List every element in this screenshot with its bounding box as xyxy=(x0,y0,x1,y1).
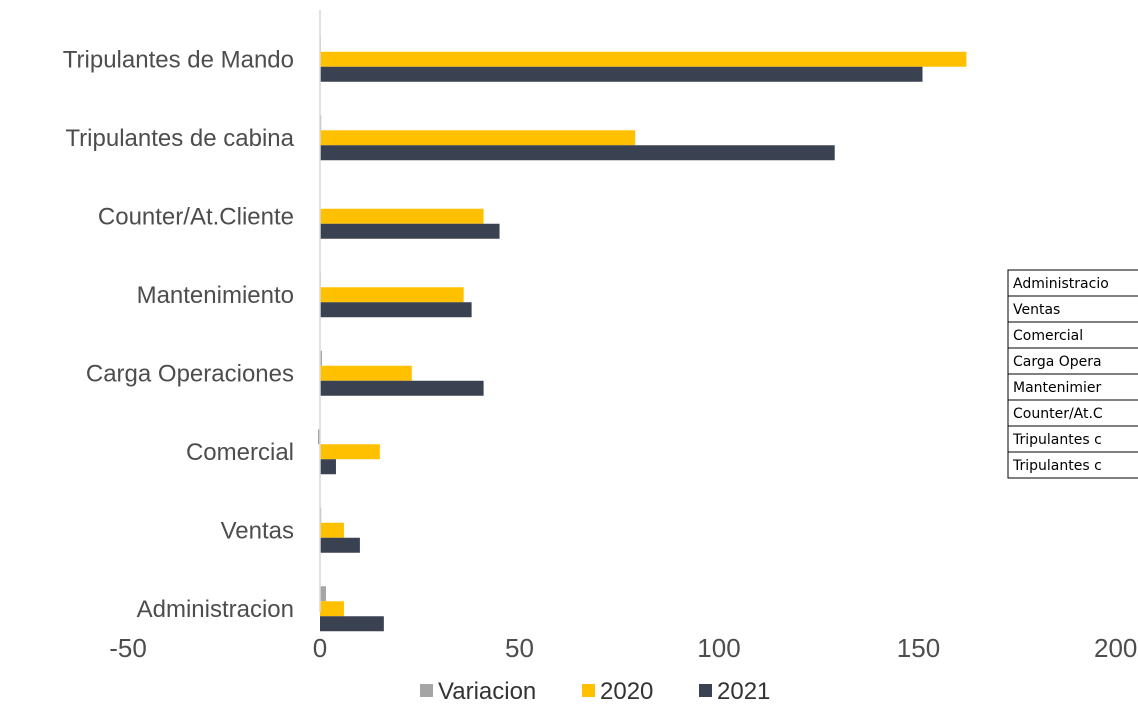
bar-2021-counter-at-cliente xyxy=(320,223,500,239)
legend-label-2020: 2020 xyxy=(600,678,653,705)
x-tick-label: 200 xyxy=(1094,633,1137,663)
overlay-table-cell-text: Tripulantes c xyxy=(1012,432,1102,448)
bar-2021-carga-operaciones xyxy=(320,380,484,396)
overlay-table-cell-text: Ventas xyxy=(1013,302,1060,318)
category-labels: Administracion Ventas Comercial Carga Opera… xyxy=(63,46,295,623)
overlay-table-cell-text: Tripulantes c xyxy=(1012,458,1102,474)
overlay-table-cell-text: Comercial xyxy=(1013,328,1083,344)
bar-variacion-carga-operaciones xyxy=(320,350,322,366)
legend-label-2021: 2021 xyxy=(717,678,770,705)
overlay-table-cell-text: Administracio xyxy=(1013,276,1109,292)
x-tick-labels: -50 0 50 100 150 200 xyxy=(109,633,1137,663)
overlay-table: Administracio Ventas Comercial Carga Opera M… xyxy=(1007,269,1138,479)
x-tick-label: 50 xyxy=(505,633,534,663)
bar-2020-comercial xyxy=(320,444,380,460)
legend-swatch-2020 xyxy=(582,684,595,697)
bar-2021-mantenimiento xyxy=(320,302,472,318)
bar-2021-comercial xyxy=(320,459,336,475)
x-tick-label: 100 xyxy=(697,633,740,663)
overlay-table-cell-text: Counter/At.C xyxy=(1013,406,1103,422)
overlay-table-cell xyxy=(1007,347,1138,375)
x-tick-label: 150 xyxy=(897,633,940,663)
bar-2021-administracion xyxy=(320,616,384,632)
overlay-table-cell xyxy=(1007,425,1138,453)
legend: Variacion 2020 2021 xyxy=(420,678,770,705)
category-label-carga-operaciones: Carga Operaciones xyxy=(86,360,294,387)
bar-2020-tripulantes-de-mando xyxy=(320,51,967,67)
bar-2020-ventas xyxy=(320,522,344,538)
legend-label-variacion: Variacion xyxy=(438,678,536,705)
category-label-tripulantes-de-mando: Tripulantes de Mando xyxy=(63,46,294,73)
category-label-comercial: Comercial xyxy=(186,439,294,466)
overlay-table-cell xyxy=(1007,269,1138,297)
bar-2021-tripulantes-de-cabina xyxy=(320,145,835,161)
x-tick-label: -50 xyxy=(109,633,147,663)
bars-layer xyxy=(318,36,967,632)
bar-2020-carga-operaciones xyxy=(320,365,412,381)
category-label-ventas: Ventas xyxy=(221,517,294,544)
category-label-mantenimiento: Mantenimiento xyxy=(137,282,294,309)
bar-2020-administracion xyxy=(320,601,344,617)
bar-variacion-comercial xyxy=(318,429,320,445)
overlay-table-cell-text: Mantenimier xyxy=(1013,380,1102,396)
category-label-tripulantes-de-cabina: Tripulantes de cabina xyxy=(65,125,294,152)
bar-2020-tripulantes-de-cabina xyxy=(320,130,636,146)
bar-2020-counter-at-cliente xyxy=(320,208,484,224)
bar-2020-mantenimiento xyxy=(320,287,464,303)
bar-variacion-administracion xyxy=(320,586,326,602)
overlay-table-cell xyxy=(1007,451,1138,479)
overlay-table-cell xyxy=(1007,399,1138,427)
overlay-table-cell xyxy=(1007,321,1138,349)
category-label-administracion: Administracion xyxy=(137,596,294,623)
legend-swatch-variacion xyxy=(420,684,433,697)
bar-2021-ventas xyxy=(320,537,360,553)
x-tick-label: 0 xyxy=(313,633,327,663)
category-label-counter-at-cliente: Counter/At.Cliente xyxy=(98,203,294,230)
bar-2021-tripulantes-de-mando xyxy=(320,66,923,82)
overlay-table-cell-text: Carga Opera xyxy=(1013,354,1102,370)
legend-swatch-2021 xyxy=(699,684,712,697)
